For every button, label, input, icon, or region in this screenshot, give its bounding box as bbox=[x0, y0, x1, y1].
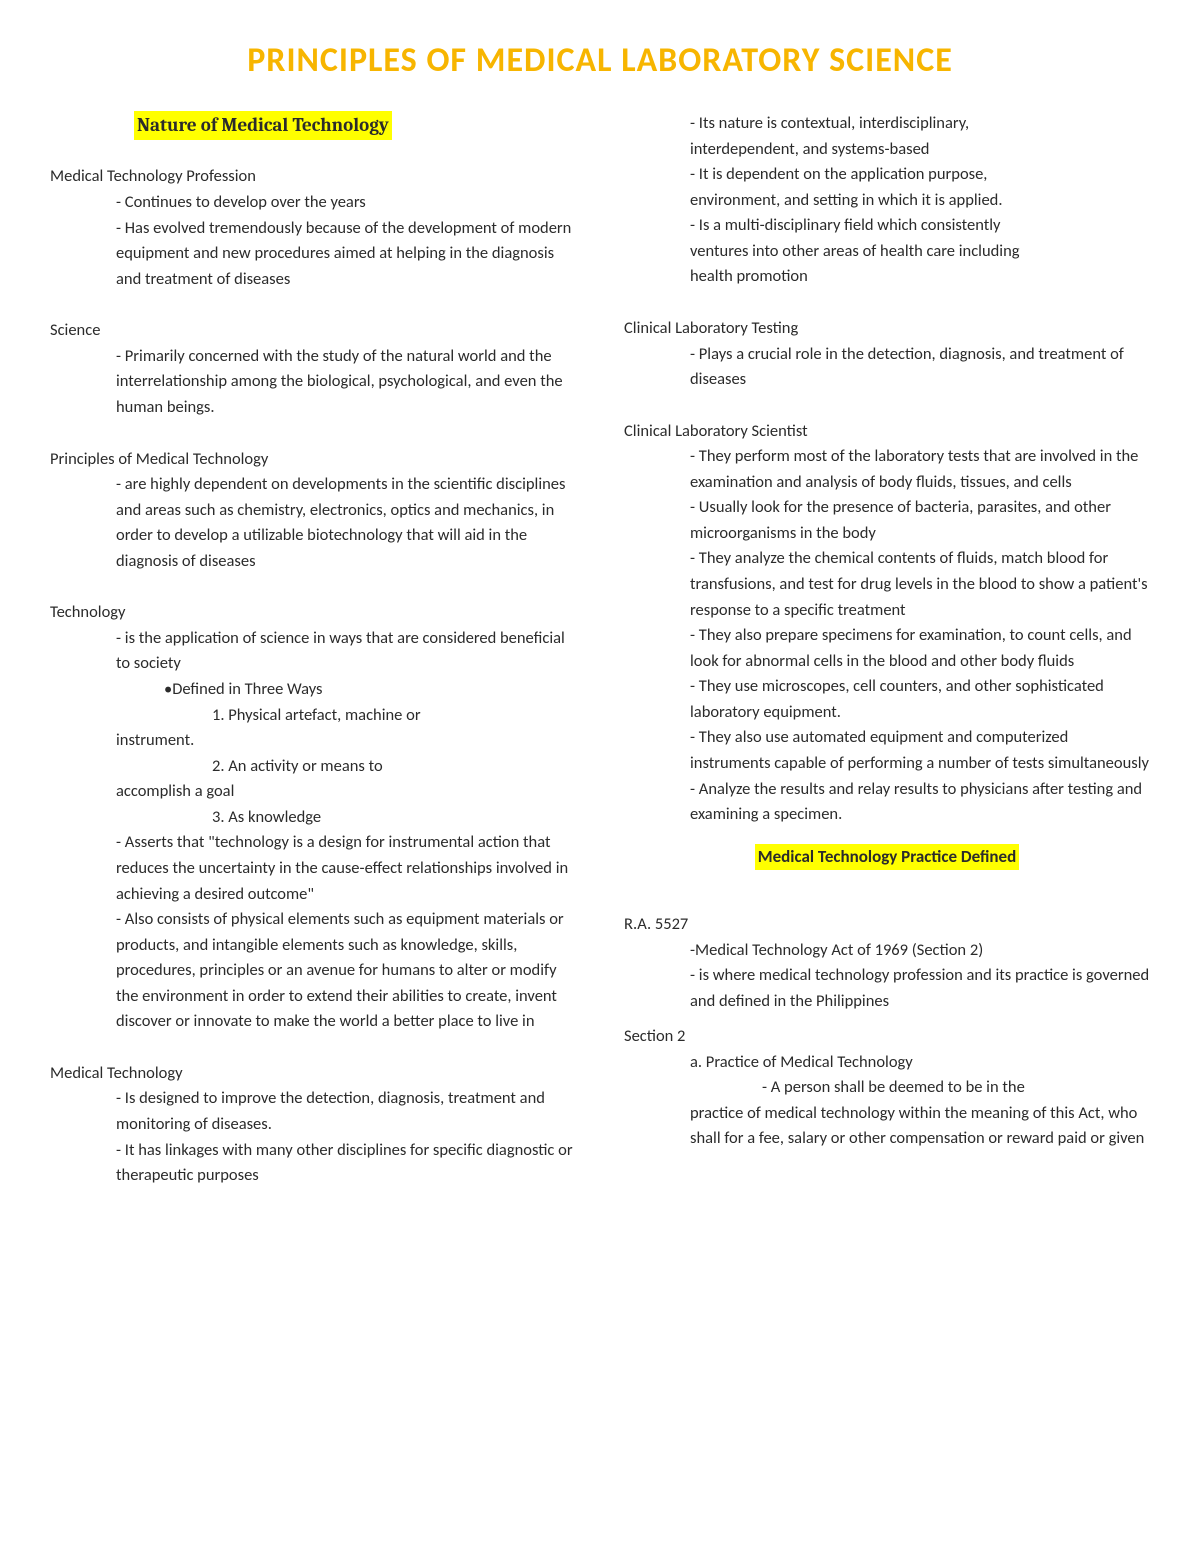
right-column: - Its nature is contextual, interdiscipl… bbox=[624, 111, 1150, 1195]
text-line: - It has linkages with many other discip… bbox=[116, 1138, 576, 1189]
section2-title: Medical Technology Practice Defined bbox=[755, 844, 1019, 870]
section1-title-wrapper: Nature of Medical Technology bbox=[134, 111, 576, 154]
text-line: - A person shall be deemed to be in the bbox=[762, 1075, 1150, 1101]
heading-principles: Principles of Medical Technology bbox=[50, 447, 576, 473]
heading-clinical-testing: Clinical Laboratory Testing bbox=[624, 316, 1150, 342]
block-medtech-profession: - Continues to develop over the years - … bbox=[116, 190, 576, 292]
text-line: - They use microscopes, cell counters, a… bbox=[690, 674, 1150, 725]
text-line: - Is a multi-disciplinary field which co… bbox=[690, 213, 1030, 290]
text-line: - Usually look for the presence of bacte… bbox=[690, 495, 1150, 546]
text-line: - They also use automated equipment and … bbox=[690, 725, 1150, 776]
block-technology: - is the application of science in ways … bbox=[116, 626, 576, 1035]
text-line: - is where medical technology profession… bbox=[690, 963, 1150, 1014]
text-line: - Primarily concerned with the study of … bbox=[116, 344, 576, 421]
text-line: - Its nature is contextual, interdiscipl… bbox=[690, 111, 1030, 162]
text-line: 1. Physical artefact, machine or bbox=[212, 703, 576, 729]
block-medtech-cont: - Its nature is contextual, interdiscipl… bbox=[690, 111, 1030, 290]
text-line: - Plays a crucial role in the detection,… bbox=[690, 342, 1150, 393]
heading-clinical-scientist: Clinical Laboratory Scientist bbox=[624, 419, 1150, 445]
heading-section2: Section 2 bbox=[624, 1024, 1150, 1050]
text-line: - Has evolved tremendously because of th… bbox=[116, 216, 576, 293]
heading-science: Science bbox=[50, 318, 576, 344]
heading-technology: Technology bbox=[50, 600, 576, 626]
text-line: 2. An activity or means to bbox=[212, 754, 576, 780]
left-column: Nature of Medical Technology Medical Tec… bbox=[50, 111, 576, 1195]
text-line: - is the application of science in ways … bbox=[116, 626, 576, 677]
block-clinical-testing: - Plays a crucial role in the detection,… bbox=[690, 342, 1150, 393]
text-line: accomplish a goal bbox=[116, 779, 576, 805]
content-columns: Nature of Medical Technology Medical Tec… bbox=[50, 111, 1150, 1195]
text-line: -Medical Technology Act of 1969 (Section… bbox=[690, 938, 1150, 964]
text-line: a. Practice of Medical Technology bbox=[690, 1050, 1150, 1076]
text-line: - They perform most of the laboratory te… bbox=[690, 444, 1150, 495]
text-line: 3. As knowledge bbox=[212, 805, 576, 831]
section1-title: Nature of Medical Technology bbox=[134, 111, 392, 140]
block-clinical-scientist: - They perform most of the laboratory te… bbox=[690, 444, 1150, 827]
text-line: •Defined in Three Ways bbox=[164, 677, 576, 703]
text-line: - Asserts that "technology is a design f… bbox=[116, 830, 576, 907]
block-section2: a. Practice of Medical Technology - A pe… bbox=[690, 1050, 1150, 1152]
text-line: instrument. bbox=[116, 728, 576, 754]
text-line: - Is designed to improve the detection, … bbox=[116, 1086, 576, 1137]
text-line: - Analyze the results and relay results … bbox=[690, 777, 1150, 828]
text-line: - They analyze the chemical contents of … bbox=[690, 546, 1150, 623]
heading-medtech-profession: Medical Technology Profession bbox=[50, 164, 576, 190]
section2-title-wrapper: Medical Technology Practice Defined bbox=[624, 844, 1150, 884]
text-line: - They also prepare specimens for examin… bbox=[690, 623, 1150, 674]
text-line: - Also consists of physical elements suc… bbox=[116, 907, 576, 1035]
block-science: - Primarily concerned with the study of … bbox=[116, 344, 576, 421]
block-principles: - are highly dependent on developments i… bbox=[116, 472, 576, 574]
text-line: practice of medical technology within th… bbox=[690, 1101, 1150, 1152]
text-line: - are highly dependent on developments i… bbox=[116, 472, 576, 574]
page-title: PRINCIPLES OF MEDICAL LABORATORY SCIENCE bbox=[50, 40, 1150, 81]
text-line: - It is dependent on the application pur… bbox=[690, 162, 1030, 213]
text-line: - Continues to develop over the years bbox=[116, 190, 576, 216]
heading-ra5527: R.A. 5527 bbox=[624, 912, 1150, 938]
block-ra5527: -Medical Technology Act of 1969 (Section… bbox=[690, 938, 1150, 1015]
block-medtech: - Is designed to improve the detection, … bbox=[116, 1086, 576, 1188]
heading-medtech: Medical Technology bbox=[50, 1061, 576, 1087]
